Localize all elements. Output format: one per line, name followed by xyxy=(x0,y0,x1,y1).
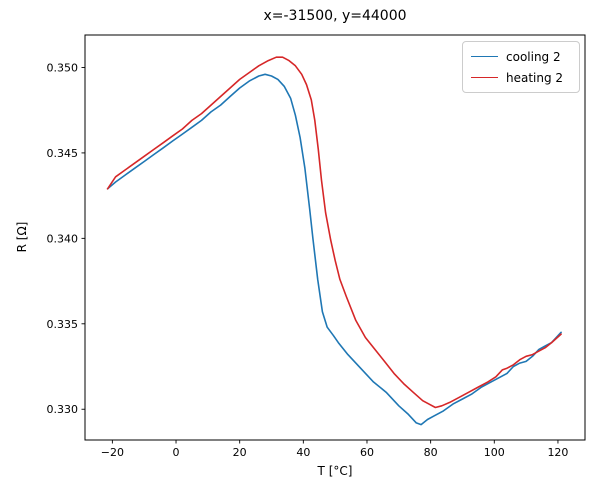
y-tick-label: 0.350 xyxy=(47,61,79,74)
chart-title: x=-31500, y=44000 xyxy=(263,8,407,24)
x-tick-label: 40 xyxy=(296,446,310,459)
y-tick-label: 0.330 xyxy=(47,403,79,416)
x-tick-label: 80 xyxy=(424,446,438,459)
legend: cooling 2 heating 2 xyxy=(462,41,580,93)
legend-label-cooling: cooling 2 xyxy=(506,49,561,64)
x-tick-label: 0 xyxy=(173,446,180,459)
x-tick-label: 100 xyxy=(484,446,505,459)
legend-line-cooling-icon xyxy=(471,56,498,57)
y-tick-label: 0.335 xyxy=(47,318,79,331)
y-axis-label: R [Ω] xyxy=(15,221,29,253)
series-line-heating-2 xyxy=(106,56,562,409)
x-tick-label: −20 xyxy=(101,446,124,459)
legend-entry-heating: heating 2 xyxy=(471,67,571,88)
legend-line-heating-icon xyxy=(471,77,498,78)
y-tick-label: 0.340 xyxy=(47,232,79,245)
x-tick-label: 20 xyxy=(233,446,247,459)
x-tick-label: 60 xyxy=(360,446,374,459)
x-axis-label: T [°C] xyxy=(317,464,353,478)
series-line-cooling-2 xyxy=(106,73,562,426)
x-tick-label: 120 xyxy=(547,446,568,459)
plot-border xyxy=(84,34,586,441)
legend-entry-cooling: cooling 2 xyxy=(471,46,571,67)
legend-label-heating: heating 2 xyxy=(506,70,564,85)
y-tick-label: 0.345 xyxy=(47,147,79,160)
